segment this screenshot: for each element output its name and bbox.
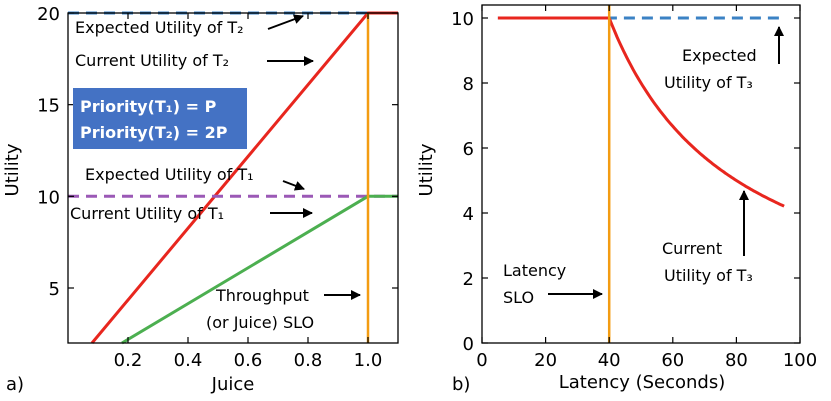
- exp-t1-arrow: [282, 180, 305, 191]
- cur-t1-annotation: Current Utility of T₁: [70, 204, 224, 223]
- chart-b-ytick-label: 4: [463, 204, 474, 225]
- exp-t1-annotation: Expected Utility of T₁: [85, 165, 254, 184]
- chart-a-ytick-label: 5: [49, 279, 60, 300]
- exp-t3-annotation-2: Utility of T₃: [664, 73, 753, 92]
- chart-b-ytick-label: 2: [463, 269, 474, 290]
- chart-b-ylabel: Utility: [416, 143, 437, 196]
- cur-t3-annotation-2: Utility of T₃: [664, 266, 753, 285]
- chart-a-xtick-label: 0.8: [294, 350, 323, 371]
- chart-b-ytick-label: 8: [463, 74, 474, 95]
- chart-b-xtick-label: 40: [598, 350, 621, 371]
- priority-t2: Priority(T₂) = 2P: [80, 123, 228, 142]
- exp-t2-annotation: Expected Utility of T₂: [75, 18, 244, 37]
- chart-b-xtick-label: 80: [725, 350, 748, 371]
- chart-b-xtick-label: 20: [534, 350, 557, 371]
- priority-t1: Priority(T₁) = P: [80, 97, 217, 116]
- chart-b-xtick-label: 0: [476, 350, 487, 371]
- cur-t3-annotation-1: Current: [662, 239, 722, 258]
- chart-a-ytick-label: 15: [37, 96, 60, 117]
- exp-t3-annotation-1: Expected: [682, 46, 757, 65]
- chart-a-panel-label: a): [6, 374, 24, 395]
- chart-a-ytick-label: 20: [37, 4, 60, 25]
- chart-a-plot-frame: [67, 12, 399, 344]
- chart-b-panel-label: b): [452, 374, 470, 395]
- exp-t2-arrow: [267, 14, 304, 30]
- chart-b: 0 20 40 60 80 100 0 2 4 6 8 10 Latency (Seconds) Ut…: [416, 4, 817, 395]
- cur-t2-annotation: Current Utility of T₂: [75, 51, 229, 70]
- chart-a-xtick-label: 0.6: [234, 350, 263, 371]
- chart-b-series-current-utility-of-t3: [497, 16, 785, 208]
- priority-box: [73, 88, 247, 149]
- chart-b-ytick-label: 6: [463, 139, 474, 160]
- chart-a-ylabel: Utility: [2, 143, 23, 196]
- chart-a-xlabel: Juice: [211, 374, 255, 395]
- chart-b-xlabel: Latency (Seconds): [559, 372, 726, 393]
- chart-a-xtick-label: 1.0: [354, 350, 383, 371]
- latency-slo-annotation-1: Latency: [503, 261, 566, 280]
- chart-b-ytick-label: 0: [463, 334, 474, 355]
- chart-b-ytick-label: 10: [451, 9, 474, 30]
- chart-a-xtick-label: 0.4: [174, 350, 203, 371]
- juice-slo-annotation-2: (or Juice) SLO: [206, 313, 314, 332]
- chart-b-xtick-label: 60: [661, 350, 684, 371]
- chart-a-xtick-label: 0.2: [114, 350, 143, 371]
- latency-slo-annotation-2: SLO: [503, 288, 534, 307]
- juice-slo-annotation-1: Throughput: [215, 286, 309, 305]
- chart-a-ytick-label: 10: [37, 187, 60, 208]
- chart-b-xtick-label: 100: [783, 350, 817, 371]
- chart-b-plot-frame: [481, 4, 801, 344]
